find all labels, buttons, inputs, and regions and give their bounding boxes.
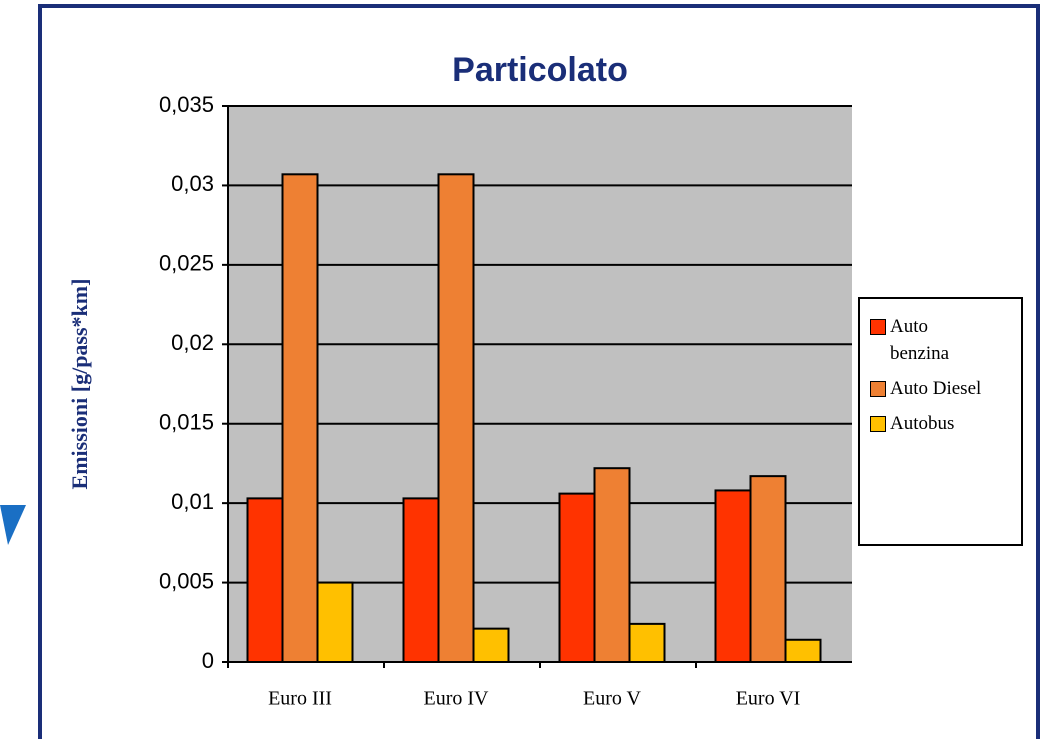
legend-item: Autobus xyxy=(870,410,1011,437)
x-tick-label: Euro VI xyxy=(736,688,801,710)
y-tick-label: 0,01 xyxy=(171,489,214,514)
legend-label: Autobus xyxy=(890,413,955,434)
bar xyxy=(246,497,284,663)
bar xyxy=(281,173,319,664)
legend-item: Auto benzina xyxy=(870,313,1011,367)
y-tick-label: 0,025 xyxy=(159,251,214,276)
y-tick-label: 0,015 xyxy=(159,410,214,435)
x-tick-label: Euro III xyxy=(268,688,332,710)
x-tick-label: Euro IV xyxy=(424,688,490,710)
bar xyxy=(558,492,596,663)
bar xyxy=(784,638,822,664)
bar xyxy=(472,627,510,664)
bar xyxy=(593,467,631,663)
bar xyxy=(749,475,787,663)
y-tick-label: 0,005 xyxy=(159,568,214,593)
legend-label: Auto Diesel xyxy=(890,378,982,399)
legend-label: Auto benzina xyxy=(890,316,950,364)
y-tick-label: 0,02 xyxy=(171,330,214,355)
legend-item: Auto Diesel xyxy=(870,375,1011,402)
legend: Auto benzina Auto Diesel Autobus xyxy=(858,297,1023,546)
y-tick-label: 0,035 xyxy=(159,92,214,117)
x-tick-label: Euro V xyxy=(583,688,642,710)
y-axis-label: Emissioni [g/pass*km] xyxy=(67,279,92,490)
legend-swatch xyxy=(870,381,886,397)
legend-swatch xyxy=(870,319,886,335)
y-tick-label: 0,03 xyxy=(171,171,214,196)
decoration xyxy=(0,505,26,545)
bar xyxy=(316,581,354,663)
bar xyxy=(628,622,666,663)
bar xyxy=(714,489,752,664)
bar xyxy=(437,173,475,664)
legend-swatch xyxy=(870,416,886,432)
bar xyxy=(402,497,440,663)
chart-title: Particolato xyxy=(452,51,628,89)
y-tick-label: 0 xyxy=(202,648,214,673)
